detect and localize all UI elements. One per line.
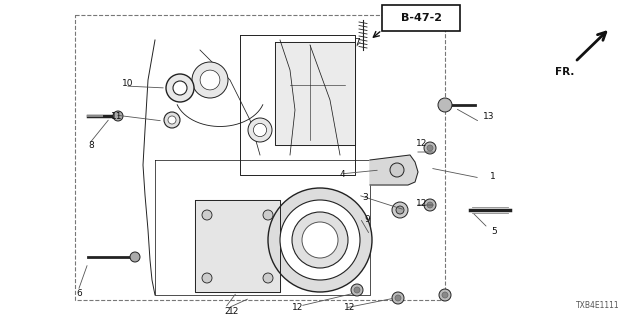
Text: 12: 12 [228,308,239,316]
Circle shape [168,116,176,124]
Circle shape [392,292,404,304]
Circle shape [202,210,212,220]
Text: 12: 12 [292,303,303,313]
Text: 11: 11 [111,111,122,121]
Text: 4: 4 [340,170,346,179]
Bar [382,5,460,31]
Text: 6: 6 [76,289,82,298]
Circle shape [390,163,404,177]
Text: TXB4E1111: TXB4E1111 [577,301,620,310]
Circle shape [268,188,372,292]
Circle shape [424,199,436,211]
Text: 12: 12 [344,303,355,313]
Circle shape [263,210,273,220]
Circle shape [442,292,448,298]
Text: 5: 5 [491,227,497,236]
Text: 3: 3 [362,193,368,202]
Circle shape [396,206,404,214]
Circle shape [263,273,273,283]
Circle shape [130,252,140,262]
Circle shape [164,112,180,128]
Circle shape [253,124,267,137]
Polygon shape [275,42,355,145]
Circle shape [354,287,360,293]
Circle shape [192,62,228,98]
Circle shape [438,98,452,112]
Text: 13: 13 [483,111,495,121]
Circle shape [439,289,451,301]
Text: 9: 9 [364,214,370,223]
Circle shape [166,74,194,102]
Text: 12: 12 [416,198,428,207]
Circle shape [424,142,436,154]
Polygon shape [195,200,280,292]
Circle shape [292,212,348,268]
Circle shape [427,202,433,208]
Bar [75,15,445,300]
Text: 8: 8 [88,140,93,149]
Text: 2: 2 [224,307,230,316]
Text: 7: 7 [354,37,360,46]
Text: 1: 1 [490,172,496,180]
Circle shape [202,273,212,283]
Circle shape [200,70,220,90]
Circle shape [427,145,433,151]
Circle shape [302,222,338,258]
Polygon shape [370,155,418,185]
Text: 10: 10 [122,78,134,87]
Circle shape [395,295,401,301]
Circle shape [173,81,187,95]
Circle shape [248,118,272,142]
Text: B-47-2: B-47-2 [401,13,442,23]
Circle shape [280,200,360,280]
Circle shape [113,111,123,121]
Text: 12: 12 [416,139,428,148]
Text: FR.: FR. [556,67,575,77]
Circle shape [351,284,363,296]
Circle shape [392,202,408,218]
